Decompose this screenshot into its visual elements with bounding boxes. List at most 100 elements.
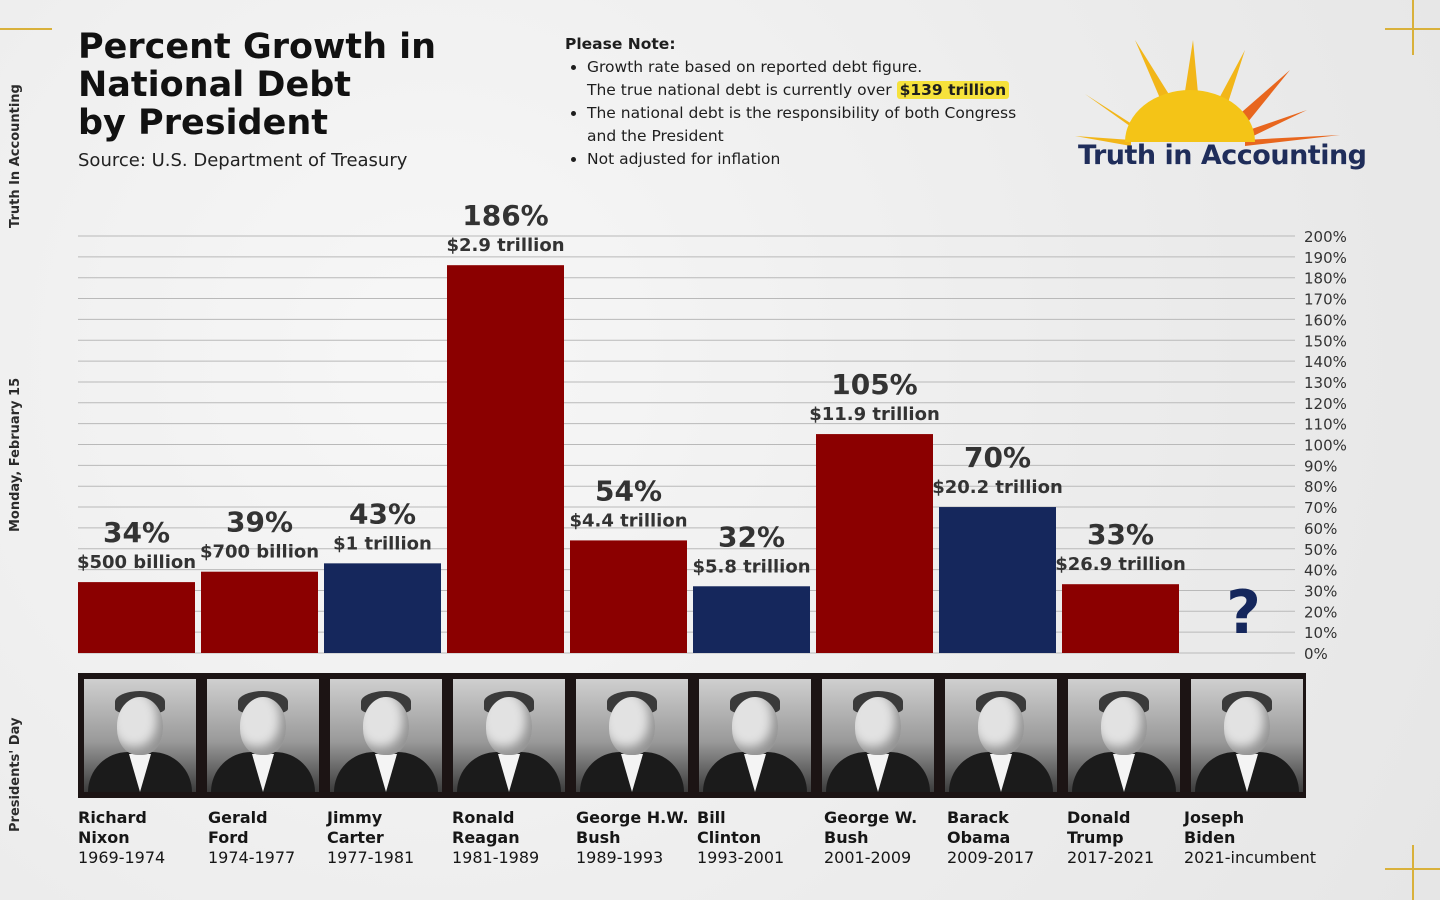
y-tick-label: 170% bbox=[1304, 291, 1347, 309]
president-term: 2021-incumbent bbox=[1184, 848, 1317, 867]
sun-logo-icon bbox=[1075, 40, 1340, 146]
president-last-name: Clinton bbox=[697, 828, 762, 847]
y-tick-label: 200% bbox=[1304, 228, 1347, 246]
value-label: 70% bbox=[964, 441, 1031, 474]
value-label: 32% bbox=[718, 520, 785, 553]
logo-text: Truth in Accounting bbox=[1078, 140, 1367, 171]
value-label: 43% bbox=[349, 497, 416, 530]
bar-7 bbox=[816, 434, 933, 653]
value-label: 39% bbox=[226, 506, 293, 539]
y-tick-label: 20% bbox=[1304, 603, 1337, 621]
president-first-name: Gerald bbox=[208, 808, 268, 827]
y-tick-label: 50% bbox=[1304, 541, 1337, 559]
president-first-name: Joseph bbox=[1184, 808, 1245, 827]
president-last-name: Trump bbox=[1067, 828, 1124, 847]
y-tick-label: 130% bbox=[1304, 374, 1347, 392]
president-term: 1989-1993 bbox=[576, 848, 664, 867]
president-first-name: Bill bbox=[697, 808, 726, 827]
president-photo bbox=[1191, 679, 1303, 792]
president-photo bbox=[330, 679, 442, 792]
y-tick-label: 60% bbox=[1304, 520, 1337, 538]
corner-mark-tr-v bbox=[1412, 0, 1414, 55]
president-photo bbox=[453, 679, 565, 792]
president-photo bbox=[84, 679, 196, 792]
president-photo-strip bbox=[78, 673, 1306, 798]
y-tick-label: 0% bbox=[1304, 645, 1328, 663]
debt-label: $4.4 trillion bbox=[569, 510, 687, 531]
y-tick-label: 40% bbox=[1304, 562, 1337, 580]
note-line-2-prefix: The true national debt is currently over bbox=[587, 81, 897, 99]
president-label: Joseph Biden 2021-incumbent bbox=[1184, 808, 1316, 868]
y-tick-label: 70% bbox=[1304, 499, 1337, 517]
president-term: 1993-2001 bbox=[697, 848, 785, 867]
president-last-name: Reagan bbox=[452, 828, 520, 847]
debt-label: $11.9 trillion bbox=[809, 404, 940, 425]
title-line-1: Percent Growth in bbox=[78, 27, 437, 67]
bar-3 bbox=[324, 563, 441, 653]
title-line-3: by President bbox=[78, 103, 328, 143]
president-photo bbox=[1068, 679, 1180, 792]
president-label: George W. Bush 2001-2009 bbox=[824, 808, 917, 868]
president-first-name: Richard bbox=[78, 808, 147, 827]
president-label: Richard Nixon 1969-1974 bbox=[78, 808, 165, 868]
y-tick-label: 160% bbox=[1304, 311, 1347, 329]
president-label: Barack Obama 2009-2017 bbox=[947, 808, 1034, 868]
bar-6 bbox=[693, 586, 810, 653]
note-highlight: $139 trillion bbox=[896, 81, 1010, 99]
note-box: Please Note: Growth rate based on report… bbox=[565, 33, 1025, 171]
president-first-name: Ronald bbox=[452, 808, 515, 827]
president-label: Gerald Ford 1974-1977 bbox=[208, 808, 295, 868]
president-term: 2001-2009 bbox=[824, 848, 912, 867]
president-term: 1974-1977 bbox=[208, 848, 296, 867]
debt-label: $500 billion bbox=[77, 552, 196, 573]
president-term: 1969-1974 bbox=[78, 848, 166, 867]
president-photo bbox=[945, 679, 1057, 792]
president-term: 1981-1989 bbox=[452, 848, 540, 867]
value-label: 105% bbox=[831, 368, 918, 401]
bar-4 bbox=[447, 265, 564, 653]
president-term: 1977-1981 bbox=[327, 848, 415, 867]
president-photo bbox=[699, 679, 811, 792]
bar-8 bbox=[939, 507, 1056, 653]
president-label: Donald Trump 2017-2021 bbox=[1067, 808, 1154, 868]
president-first-name: Donald bbox=[1067, 808, 1131, 827]
president-last-name: Biden bbox=[1184, 828, 1236, 847]
debt-label: $20.2 trillion bbox=[932, 477, 1063, 498]
president-label: Bill Clinton 1993-2001 bbox=[697, 808, 784, 868]
y-tick-label: 80% bbox=[1304, 478, 1337, 496]
president-last-name: Ford bbox=[208, 828, 249, 847]
bar-2 bbox=[201, 571, 318, 653]
note-heading: Please Note: bbox=[565, 35, 676, 53]
president-first-name: George H.W. bbox=[576, 808, 689, 827]
president-label: Ronald Reagan 1981-1989 bbox=[452, 808, 539, 868]
president-first-name: Barack bbox=[947, 808, 1009, 827]
note-item-3: Not adjusted for inflation bbox=[587, 148, 1025, 171]
y-tick-label: 140% bbox=[1304, 353, 1347, 371]
y-tick-label: 110% bbox=[1304, 416, 1347, 434]
y-tick-label: 150% bbox=[1304, 332, 1347, 350]
note-line-1: Growth rate based on reported debt figur… bbox=[587, 58, 923, 76]
y-tick-label: 10% bbox=[1304, 624, 1337, 642]
president-first-name: Jimmy bbox=[327, 808, 383, 827]
president-last-name: Bush bbox=[824, 828, 869, 847]
debt-label: $700 billion bbox=[200, 542, 319, 563]
president-first-name: George W. bbox=[824, 808, 918, 827]
value-label: 34% bbox=[103, 516, 170, 549]
bar-1 bbox=[78, 582, 195, 653]
y-tick-label: 120% bbox=[1304, 395, 1347, 413]
president-label: Jimmy Carter 1977-1981 bbox=[327, 808, 414, 868]
value-label: 54% bbox=[595, 474, 662, 507]
y-tick-label: 100% bbox=[1304, 437, 1347, 455]
debt-label: $1 trillion bbox=[333, 533, 432, 554]
y-tick-label: 190% bbox=[1304, 249, 1347, 267]
note-item-2: The national debt is the responsibility … bbox=[587, 102, 1025, 148]
unknown-value-label: ? bbox=[1226, 578, 1261, 648]
president-label: George H.W. Bush 1989-1993 bbox=[576, 808, 689, 868]
president-last-name: Obama bbox=[947, 828, 1011, 847]
president-photo bbox=[576, 679, 688, 792]
y-tick-label: 90% bbox=[1304, 457, 1337, 475]
president-last-name: Nixon bbox=[78, 828, 130, 847]
president-term: 2009-2017 bbox=[947, 848, 1035, 867]
bar-5 bbox=[570, 540, 687, 653]
